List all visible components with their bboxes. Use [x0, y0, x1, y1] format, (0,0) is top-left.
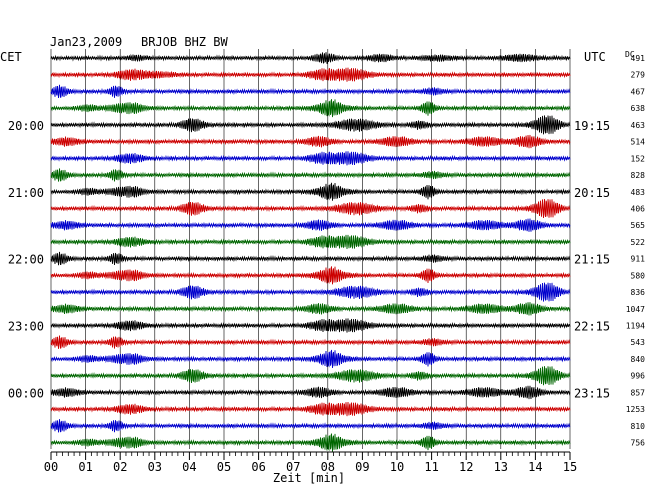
trace-row-24: [50, 433, 571, 452]
left-hour-label: 20:00: [8, 119, 44, 133]
right-hour-labels: 19:15 20:15 21:15 22:15 23:15: [574, 119, 610, 401]
trace-row-16: [50, 302, 571, 316]
dc-value: 840: [631, 355, 646, 364]
dc-value: 1047: [626, 305, 645, 314]
dc-value: 1253: [626, 405, 645, 414]
x-tick-label: 14: [528, 460, 542, 474]
x-tick-label: 07: [286, 460, 300, 474]
dc-value: 565: [631, 221, 646, 230]
dc-value: 828: [631, 171, 646, 180]
x-tick-label: 11: [424, 460, 438, 474]
x-tick-label: 15: [563, 460, 577, 474]
left-hour-label: 22:00: [8, 253, 44, 267]
left-hour-label: 21:00: [8, 186, 44, 200]
x-tick-label: 10: [390, 460, 404, 474]
dc-value: 638: [631, 104, 646, 113]
x-tick-label: 12: [459, 460, 473, 474]
seismogram-traces: [50, 52, 571, 452]
left-hour-labels: 20:00 21:00 22:00 23:00 00:00: [8, 119, 44, 401]
x-axis: 00 01 02 03 04 05 06 07 08 09 10 11 12 13 14 15: [44, 451, 577, 474]
trace-row-9: [50, 182, 571, 201]
dc-value: 467: [631, 87, 646, 96]
dc-value: 911: [631, 255, 646, 264]
x-axis-label: Zeit [min]: [273, 471, 345, 485]
trace-row-17: [50, 318, 571, 333]
trace-row-2: [50, 67, 571, 82]
dc-offset-labels: 491 279 467 638 463 514 152 828 483 406 565 522 911 5…: [626, 54, 645, 448]
trace-row-18: [50, 335, 571, 349]
dc-value: 463: [631, 121, 646, 130]
trace-row-19: [50, 349, 571, 368]
minute-gridlines: [50, 49, 571, 449]
record-date: Jan23,2009: [50, 35, 122, 49]
dc-value: 996: [631, 372, 646, 381]
dc-value: 279: [631, 71, 646, 80]
dc-value: 543: [631, 338, 646, 347]
left-hour-label: 23:00: [8, 320, 44, 334]
trace-row-4: [50, 99, 571, 118]
dc-value: 756: [631, 439, 646, 448]
trace-row-21: [50, 385, 571, 400]
x-tick-label: 09: [355, 460, 369, 474]
x-tick-label: 03: [148, 460, 162, 474]
trace-row-6: [50, 134, 571, 149]
x-tick-label: 08: [321, 460, 335, 474]
trace-row-23: [50, 419, 571, 433]
right-hour-label: 22:15: [574, 320, 610, 334]
trace-row-22: [50, 402, 571, 417]
right-hour-label: 23:15: [574, 386, 610, 400]
trace-row-12: [50, 234, 571, 249]
dc-value: 857: [631, 388, 646, 397]
dc-value: 491: [631, 54, 646, 63]
trace-row-5: [50, 115, 571, 135]
dc-value: 1194: [626, 322, 645, 331]
x-tick-label: 06: [251, 460, 265, 474]
x-tick-label: 01: [78, 460, 92, 474]
dc-value: 522: [631, 238, 646, 247]
x-tick-label: 00: [44, 460, 58, 474]
right-hour-label: 19:15: [574, 119, 610, 133]
dc-value: 514: [631, 138, 646, 147]
x-tick-label: 04: [182, 460, 196, 474]
dc-column-label: DC: [625, 50, 635, 59]
dc-value: 152: [631, 154, 646, 163]
trace-row-3: [50, 84, 571, 99]
trace-row-10: [50, 198, 571, 219]
trace-row-20: [50, 366, 571, 386]
x-tick-label: 02: [113, 460, 127, 474]
dc-value: 483: [631, 188, 646, 197]
left-timezone-label: CET: [0, 50, 22, 64]
station-channel: BRJOB BHZ BW: [141, 35, 228, 49]
trace-row-13: [50, 251, 571, 266]
dc-value: 810: [631, 422, 646, 431]
right-hour-label: 20:15: [574, 186, 610, 200]
dc-value: 836: [631, 288, 646, 297]
left-hour-label: 00:00: [8, 386, 44, 400]
dc-value: 406: [631, 204, 646, 213]
right-hour-label: 21:15: [574, 253, 610, 267]
dc-value: 580: [631, 271, 646, 280]
x-tick-label: 13: [494, 460, 508, 474]
x-tick-label: 05: [217, 460, 231, 474]
trace-row-11: [50, 218, 571, 232]
trace-row-1: [50, 52, 571, 64]
trace-row-15: [50, 282, 571, 302]
trace-row-8: [50, 168, 571, 182]
trace-row-14: [50, 266, 571, 285]
right-timezone-label: UTC: [584, 50, 606, 64]
trace-row-7: [50, 151, 571, 166]
